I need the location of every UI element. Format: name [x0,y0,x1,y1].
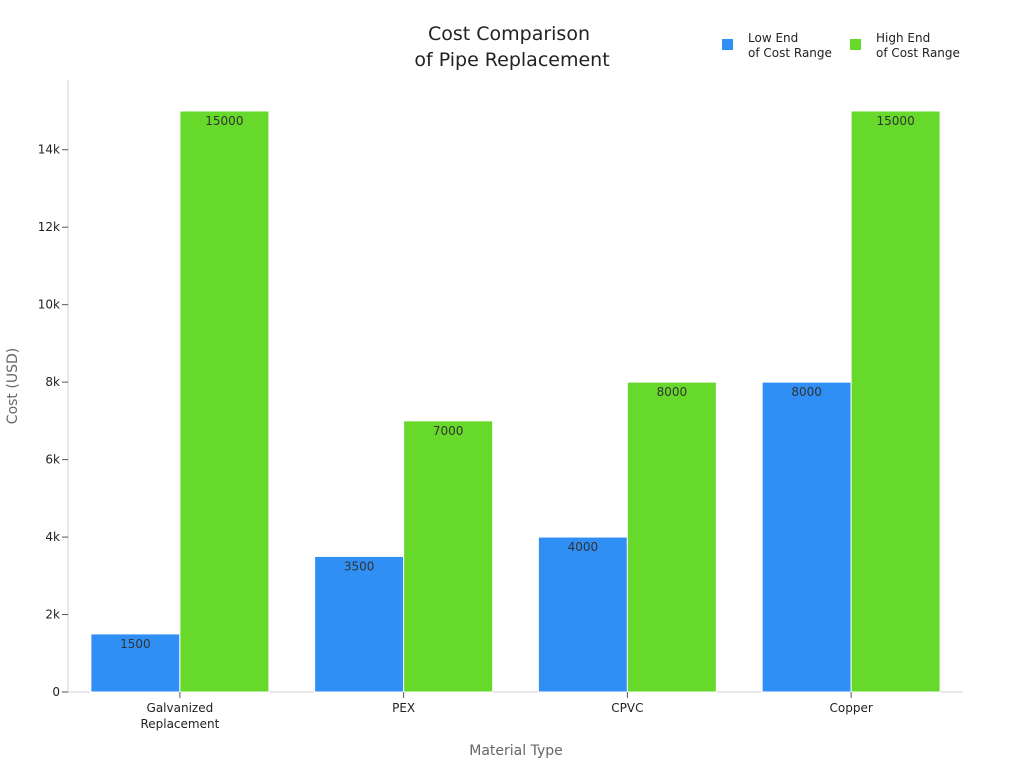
data-label: 7000 [433,424,464,438]
chart-title-line-1: Cost Comparison [428,23,590,45]
data-label: 4000 [568,540,599,554]
bar [179,110,270,693]
y-tick-label: 14k [38,143,60,157]
bar [761,381,852,693]
y-tick-label: 6k [45,453,60,467]
legend-label-high: High End of Cost Range [876,31,960,60]
legend: Low End of Cost Range High End of Cost R… [722,31,960,60]
y-tick-label: 0 [52,685,60,699]
x-tick-label: CPVC [611,701,643,715]
y-tick-label: 8k [45,375,60,389]
data-label: 15000 [205,114,243,128]
bar [850,110,941,693]
x-tick-label: Galvanized [147,701,214,715]
x-axis-label: Material Type [469,743,562,759]
legend-swatch-high [850,39,861,50]
data-label: 15000 [877,114,915,128]
y-tick-label: 12k [38,220,60,234]
y-tick-label: 4k [45,530,60,544]
bar [537,536,628,693]
legend-label-high-line-2: of Cost Range [876,46,960,60]
chart-title-line-2: of Pipe Replacement [414,49,609,71]
chart-title: Cost Comparison of Pipe Replacement [414,23,609,71]
bar [403,420,494,693]
data-label: 3500 [344,559,375,573]
legend-swatch-low [722,39,733,50]
x-tick-label: Copper [829,701,872,715]
bar [314,555,405,693]
y-tick-label: 2k [45,608,60,622]
x-tick-label: PEX [392,701,415,715]
data-label: 8000 [657,385,688,399]
y-axis-label: Cost (USD) [5,348,21,424]
x-tick-label: Replacement [140,717,219,731]
legend-label-low: Low End of Cost Range [748,31,832,60]
data-label: 1500 [120,637,151,651]
data-label: 8000 [791,385,822,399]
legend-label-low-line-1: Low End [748,31,798,45]
legend-label-low-line-2: of Cost Range [748,46,832,60]
bar [626,381,717,693]
legend-label-high-line-1: High End [876,31,930,45]
plot-area: 0 2k 4k 6k 8k 10k 12k 14k 1500 15000 Galvanized Rep… [38,80,963,731]
y-tick-label: 10k [38,298,60,312]
